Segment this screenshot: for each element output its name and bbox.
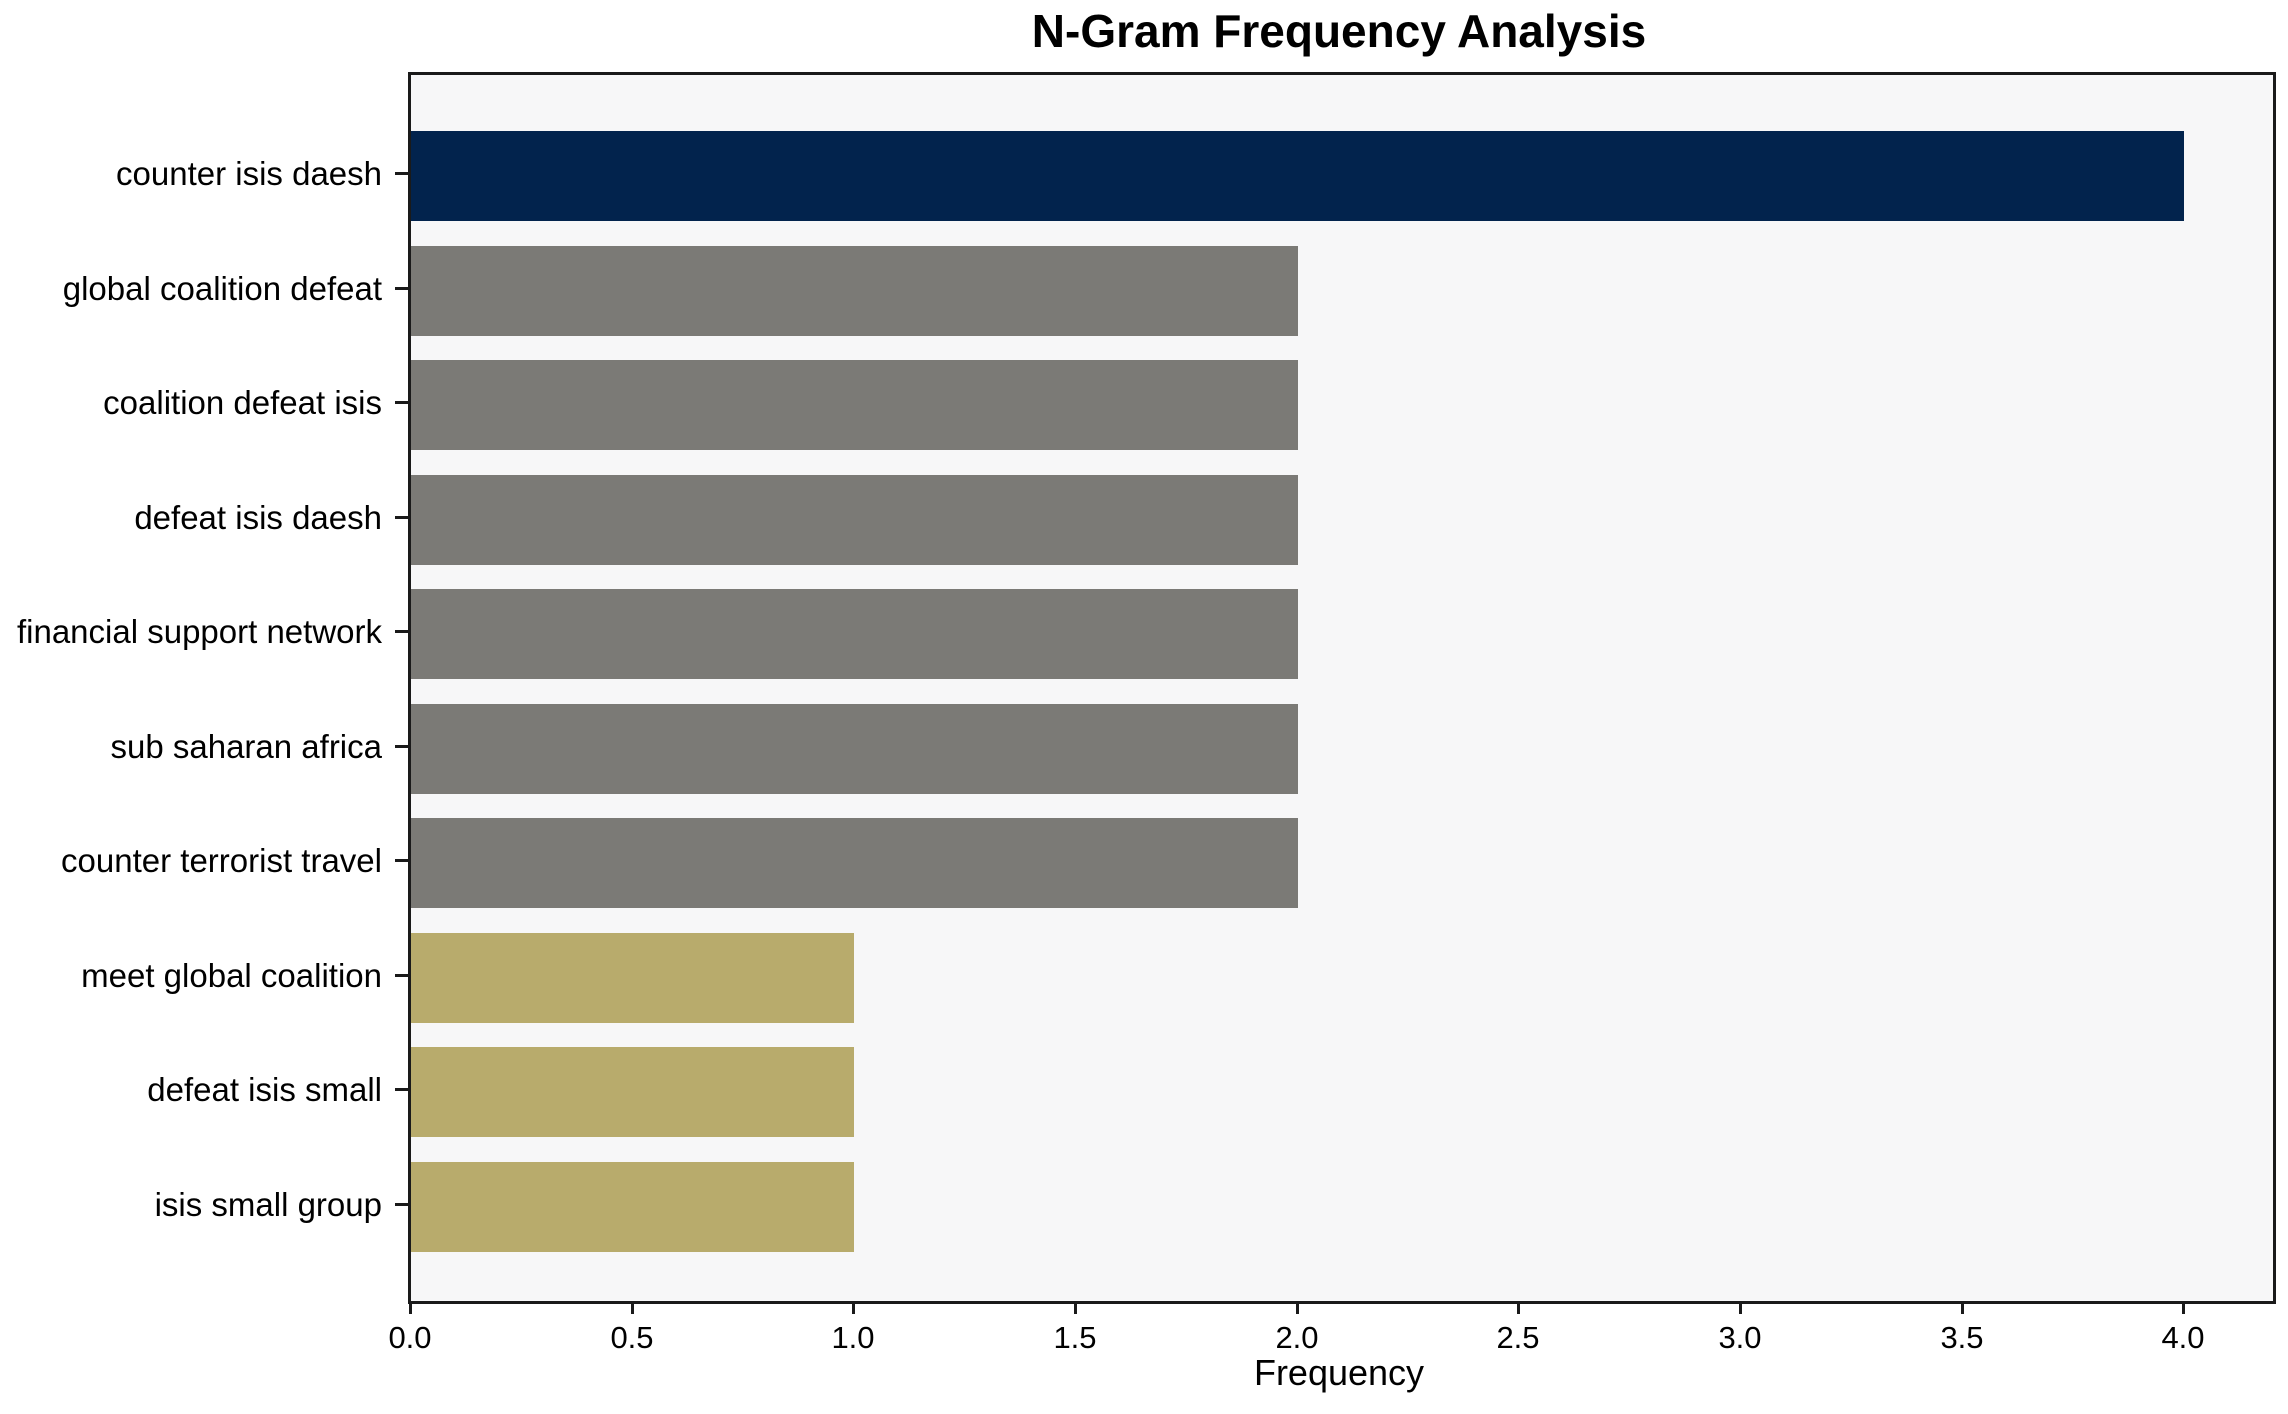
x-tick-label: 4.0 bbox=[2161, 1320, 2205, 1355]
y-tick bbox=[395, 286, 408, 290]
x-tick bbox=[1739, 1301, 1742, 1314]
bar bbox=[411, 245, 1298, 336]
x-tick bbox=[1074, 1301, 1077, 1314]
y-tick bbox=[395, 401, 408, 404]
bar bbox=[411, 1047, 854, 1137]
y-tick-label: defeat isis daesh bbox=[134, 498, 382, 536]
x-axis-title: Frequency bbox=[1253, 1352, 1425, 1393]
x-tick-label: 1.0 bbox=[831, 1320, 875, 1355]
x-tick-label: 0.5 bbox=[610, 1320, 654, 1355]
bar bbox=[411, 474, 1298, 565]
bar bbox=[411, 818, 1298, 908]
y-tick-label: meet global coalition bbox=[81, 956, 382, 994]
x-tick bbox=[852, 1301, 855, 1314]
y-tick bbox=[395, 744, 408, 748]
y-tick-label: counter terrorist travel bbox=[61, 842, 382, 879]
y-tick bbox=[395, 973, 408, 977]
x-tick bbox=[1961, 1301, 1964, 1314]
bar bbox=[411, 932, 854, 1023]
y-tick bbox=[395, 515, 408, 519]
y-tick bbox=[395, 172, 408, 175]
x-tick-label: 0.0 bbox=[388, 1320, 432, 1355]
x-tick-label: 2.0 bbox=[1275, 1320, 1319, 1355]
bar bbox=[411, 131, 2184, 221]
y-tick bbox=[395, 630, 408, 633]
bar bbox=[411, 1161, 854, 1252]
x-tick bbox=[409, 1301, 412, 1314]
bar bbox=[411, 589, 1298, 679]
x-tick-label: 3.0 bbox=[1718, 1320, 1762, 1355]
y-tick-label: defeat isis small bbox=[147, 1071, 382, 1108]
x-tick-label: 3.5 bbox=[1940, 1320, 1984, 1355]
bar bbox=[411, 360, 1298, 450]
x-tick-label: 2.5 bbox=[1496, 1320, 1540, 1355]
y-tick-label: coalition defeat isis bbox=[103, 384, 382, 421]
y-tick-label: counter isis daesh bbox=[116, 155, 382, 192]
x-tick bbox=[1296, 1301, 1299, 1314]
x-tick bbox=[1517, 1301, 1520, 1314]
x-tick-label: 1.5 bbox=[1053, 1320, 1097, 1355]
y-tick-label: financial support network bbox=[16, 613, 382, 650]
y-tick bbox=[395, 1202, 408, 1206]
y-tick bbox=[395, 859, 408, 862]
x-tick bbox=[631, 1301, 634, 1314]
chart-title: N-Gram Frequency Analysis bbox=[1031, 5, 1647, 57]
plot-area bbox=[408, 72, 2276, 1304]
y-tick-label: isis small group bbox=[154, 1185, 382, 1223]
y-tick-label: global coalition defeat bbox=[62, 269, 382, 307]
bar bbox=[411, 703, 1298, 794]
x-tick bbox=[2182, 1301, 2185, 1314]
y-tick bbox=[395, 1088, 408, 1091]
y-tick-label: sub saharan africa bbox=[110, 727, 383, 765]
